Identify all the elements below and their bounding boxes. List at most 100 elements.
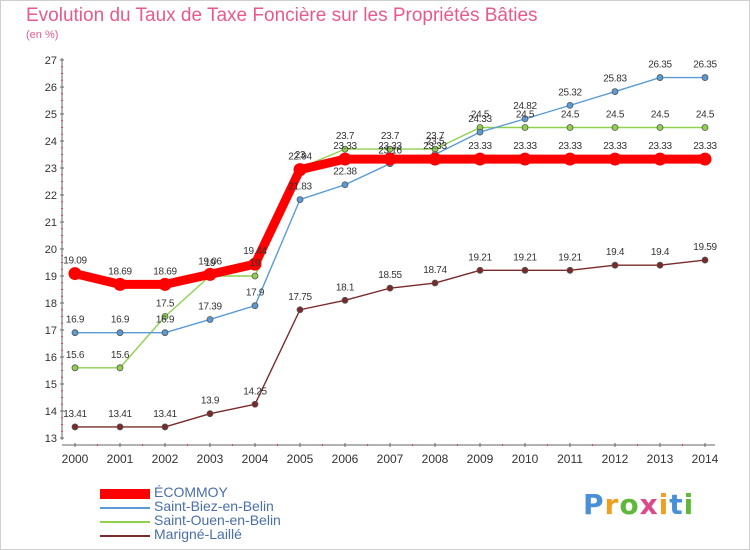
data-label: 24.5: [651, 110, 670, 121]
data-point: [386, 145, 394, 153]
data-label: 19.21: [558, 252, 582, 263]
logo-letter: i: [658, 488, 670, 521]
logo-letter: r: [604, 488, 620, 521]
x-tick-label: 2004: [242, 452, 269, 466]
data-point: [701, 124, 709, 131]
data-point: [206, 316, 214, 323]
data-point: [71, 423, 79, 431]
x-tick-label: 2002: [152, 452, 179, 466]
data-point: [161, 329, 169, 337]
data-point: [251, 400, 259, 408]
y-tick-label: 14: [45, 406, 57, 418]
data-label: 19.21: [468, 252, 492, 263]
data-point: [521, 115, 529, 123]
data-label: 19: [205, 258, 216, 269]
chart-subtitle: (en %): [26, 29, 59, 41]
y-tick-label: 17: [45, 325, 57, 337]
data-label: 23.33: [513, 141, 537, 152]
y-tick-label: 22: [45, 190, 57, 202]
data-point: [338, 152, 352, 166]
y-tick-label: 20: [45, 244, 57, 256]
data-point: [116, 329, 124, 337]
x-tick-label: 2000: [62, 452, 89, 466]
data-point: [611, 124, 619, 131]
data-point: [161, 423, 169, 431]
data-point: [701, 74, 709, 81]
y-tick-label: 26: [45, 82, 57, 94]
data-point: [476, 266, 484, 274]
data-label: 18.69: [108, 266, 132, 277]
data-label: 19.21: [513, 252, 537, 263]
data-label: 18.1: [336, 282, 355, 293]
data-point: [611, 261, 619, 269]
data-point: [701, 256, 709, 264]
data-label: 23.33: [378, 141, 402, 152]
y-tick-label: 23: [45, 163, 57, 175]
legend-label: ÉCOMMOY: [154, 484, 228, 500]
x-tick-label: 2003: [197, 452, 224, 466]
legend-swatch: [100, 535, 150, 537]
data-label: 24.5: [606, 110, 625, 121]
data-point: [428, 152, 442, 166]
data-label: 22.38: [333, 167, 357, 178]
x-tick-label: 2010: [512, 452, 539, 466]
y-tick-label: 15: [45, 379, 57, 391]
legend-label: Saint-Biez-en-Belin: [154, 498, 274, 514]
logo-letter: t: [669, 488, 684, 521]
data-point: [158, 277, 172, 291]
data-label: 23: [295, 150, 306, 161]
data-label: 23.7: [426, 131, 445, 142]
data-point: [71, 329, 79, 337]
y-tick-label: 27: [45, 55, 57, 67]
x-tick-label: 2011: [557, 452, 583, 466]
data-point: [698, 152, 712, 166]
data-label: 14.25: [243, 386, 267, 397]
data-label: 19.44: [243, 246, 267, 257]
x-tick-label: 2012: [602, 452, 629, 466]
data-label: 23.7: [336, 131, 355, 142]
data-point: [518, 152, 532, 166]
x-tick-label: 2013: [647, 452, 674, 466]
legend-swatch: [100, 489, 150, 499]
data-label: 24.5: [561, 110, 580, 121]
data-label: 23.16: [378, 146, 402, 157]
x-tick-label: 2008: [422, 452, 449, 466]
data-label: 26.35: [693, 60, 717, 71]
data-point: [476, 128, 484, 136]
data-point: [251, 302, 259, 310]
data-label: 23.33: [468, 141, 492, 152]
legend-swatch: [100, 507, 150, 509]
x-tick-label: 2005: [287, 452, 314, 466]
legend-label: Marigné-Laillé: [154, 526, 242, 542]
data-label: 19.4: [606, 247, 625, 258]
logo-letter: P: [583, 488, 605, 521]
data-label: 17.75: [288, 292, 312, 303]
data-label: 23.33: [648, 141, 672, 152]
data-label: 18.74: [423, 265, 447, 276]
data-point: [296, 306, 304, 314]
data-label: 13.41: [153, 409, 177, 420]
data-point: [206, 410, 214, 418]
data-label: 25.32: [558, 87, 582, 98]
data-label: 23.33: [558, 141, 582, 152]
y-tick-label: 13: [45, 433, 57, 445]
data-label: 17.5: [156, 299, 175, 310]
data-point: [116, 423, 124, 431]
data-point: [656, 124, 664, 131]
data-label: 13.9: [201, 396, 220, 407]
data-point: [566, 124, 574, 131]
data-point: [521, 266, 529, 274]
data-label: 23.33: [423, 141, 447, 152]
y-tick-label: 16: [45, 352, 57, 364]
data-label: 23.33: [333, 141, 357, 152]
data-point: [521, 124, 529, 131]
y-tick-label: 18: [45, 298, 57, 310]
data-point: [341, 181, 349, 189]
data-label: 23.33: [693, 141, 717, 152]
x-tick-label: 2014: [692, 452, 719, 466]
proxiti-logo: Proxiti: [583, 488, 694, 521]
data-label: 13.41: [63, 409, 87, 420]
data-label: 16.9: [66, 315, 85, 326]
series-layer: [68, 74, 712, 431]
data-point: [68, 267, 82, 281]
